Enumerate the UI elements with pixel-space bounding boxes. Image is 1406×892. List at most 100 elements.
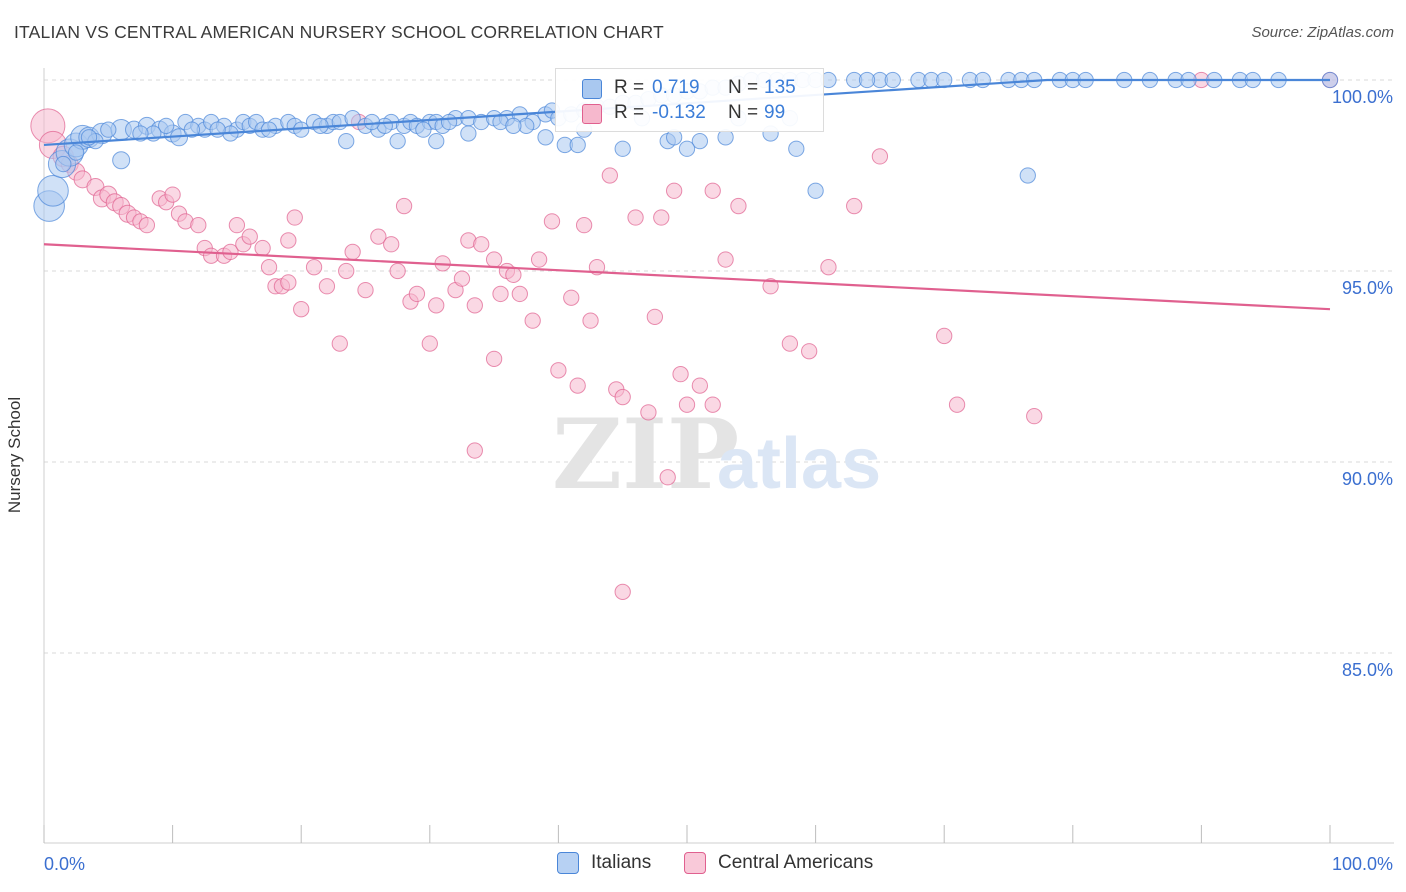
r-value: -0.132 [652,102,706,123]
italians-point [112,151,131,170]
central-americans-point [428,297,445,314]
central-americans-point [691,377,709,394]
central-americans-point [614,388,631,406]
y-tick-label: 85.0% [1342,660,1393,680]
central-americans-point [730,197,747,215]
central-americans-point [280,274,297,291]
central-americans-point [1026,408,1043,425]
n-value: 135 [764,77,796,98]
r-label: R = [614,77,645,98]
central-americans-point [395,197,413,215]
central-americans-point [383,236,400,253]
grid-lines [44,79,1394,654]
italians-point [537,129,554,146]
central-americans-point [344,243,361,261]
central-americans-points [30,71,1339,601]
trend-lines [43,78,1331,311]
italians-point [505,117,522,134]
italians-point [788,140,805,157]
chart-title: ITALIAN VS CENTRAL AMERICAN NURSERY SCHO… [14,22,664,42]
n-label: N = [728,77,759,98]
central-americans-stat-swatch [582,104,602,124]
central-americans-point [936,327,953,345]
x-tick-label-right: 100.0% [1332,854,1393,874]
central-americans-point [453,270,471,287]
central-americans-point [492,285,509,303]
italians-point [389,132,406,150]
central-americans-point [228,217,246,234]
central-americans-point [338,262,355,280]
italians-point [68,144,85,161]
stats-row-central-americans: R = -0.132 N = 99 [556,102,823,126]
italians-swatch [557,852,579,874]
central-americans-point [646,308,663,325]
central-americans-point [293,301,310,318]
y-tick-label: 90.0% [1342,469,1393,489]
stats-legend: R = 0.719 N = 135 R = -0.132 N = 99 [555,68,824,132]
italians-point [569,136,586,154]
central-americans-point [421,335,438,352]
central-americans-point [254,239,271,257]
n-value: 99 [764,102,786,123]
italians-point [158,117,175,134]
italians-point [132,125,149,142]
central-americans-point [485,251,503,268]
central-americans-point [672,365,689,383]
x-tick-label-left: 0.0% [44,854,85,874]
tick-labels: 85.0% 90.0% 95.0% 100.0% 0.0% 100.0% [44,87,1393,874]
central-americans-point [511,285,528,303]
central-americans-point [820,259,837,276]
italians-point [858,71,876,89]
legend-label-central-americans: Central Americans [718,852,874,873]
italians-point [460,125,477,142]
central-americans-point [614,583,631,601]
central-americans-point [524,312,541,329]
central-americans-point [653,209,670,226]
central-americans-point [331,335,348,352]
central-americans-point [505,266,522,283]
central-americans-point [569,377,586,394]
central-americans-trend-line [43,243,1331,311]
central-americans-point [846,197,863,215]
italians-point [428,132,445,150]
central-americans-point [678,396,696,413]
legend-item-italians[interactable]: Italians [557,852,651,874]
central-americans-point [241,228,258,245]
central-americans-point [563,289,580,306]
italians-point [100,121,117,138]
central-americans-point [530,251,548,268]
italians-point [415,121,432,138]
central-americans-point [665,182,683,199]
legend-item-central-americans[interactable]: Central Americans [684,852,873,874]
central-americans-point [260,259,278,276]
stats-row-italians: R = 0.719 N = 135 [556,77,823,101]
italians-point [1019,167,1036,184]
central-americans-point [543,213,561,230]
central-americans-point [659,469,676,486]
italians-trend-line [43,78,1330,147]
central-americans-point [781,335,799,352]
italians-point [183,121,201,138]
central-americans-point [286,209,303,226]
r-label: R = [614,102,645,123]
y-tick-label: 95.0% [1342,278,1393,298]
central-americans-point [575,217,593,234]
italians-point [884,71,901,89]
central-americans-point [601,167,618,184]
italians-point [614,140,631,157]
italians-stat-swatch [582,79,602,99]
italians-point [338,132,355,150]
central-americans-point [222,243,239,261]
legend-label-italians: Italians [591,852,652,873]
central-americans-swatch [684,852,706,874]
italians-point [691,132,709,150]
central-americans-point [485,350,503,368]
central-americans-point [948,396,966,413]
central-americans-point [305,259,323,276]
n-label: N = [728,102,759,123]
central-americans-point [318,278,336,295]
central-americans-point [582,312,599,329]
y-axis-title: Nursery School [5,396,24,514]
central-americans-point [762,278,779,295]
central-americans-point [164,186,181,203]
